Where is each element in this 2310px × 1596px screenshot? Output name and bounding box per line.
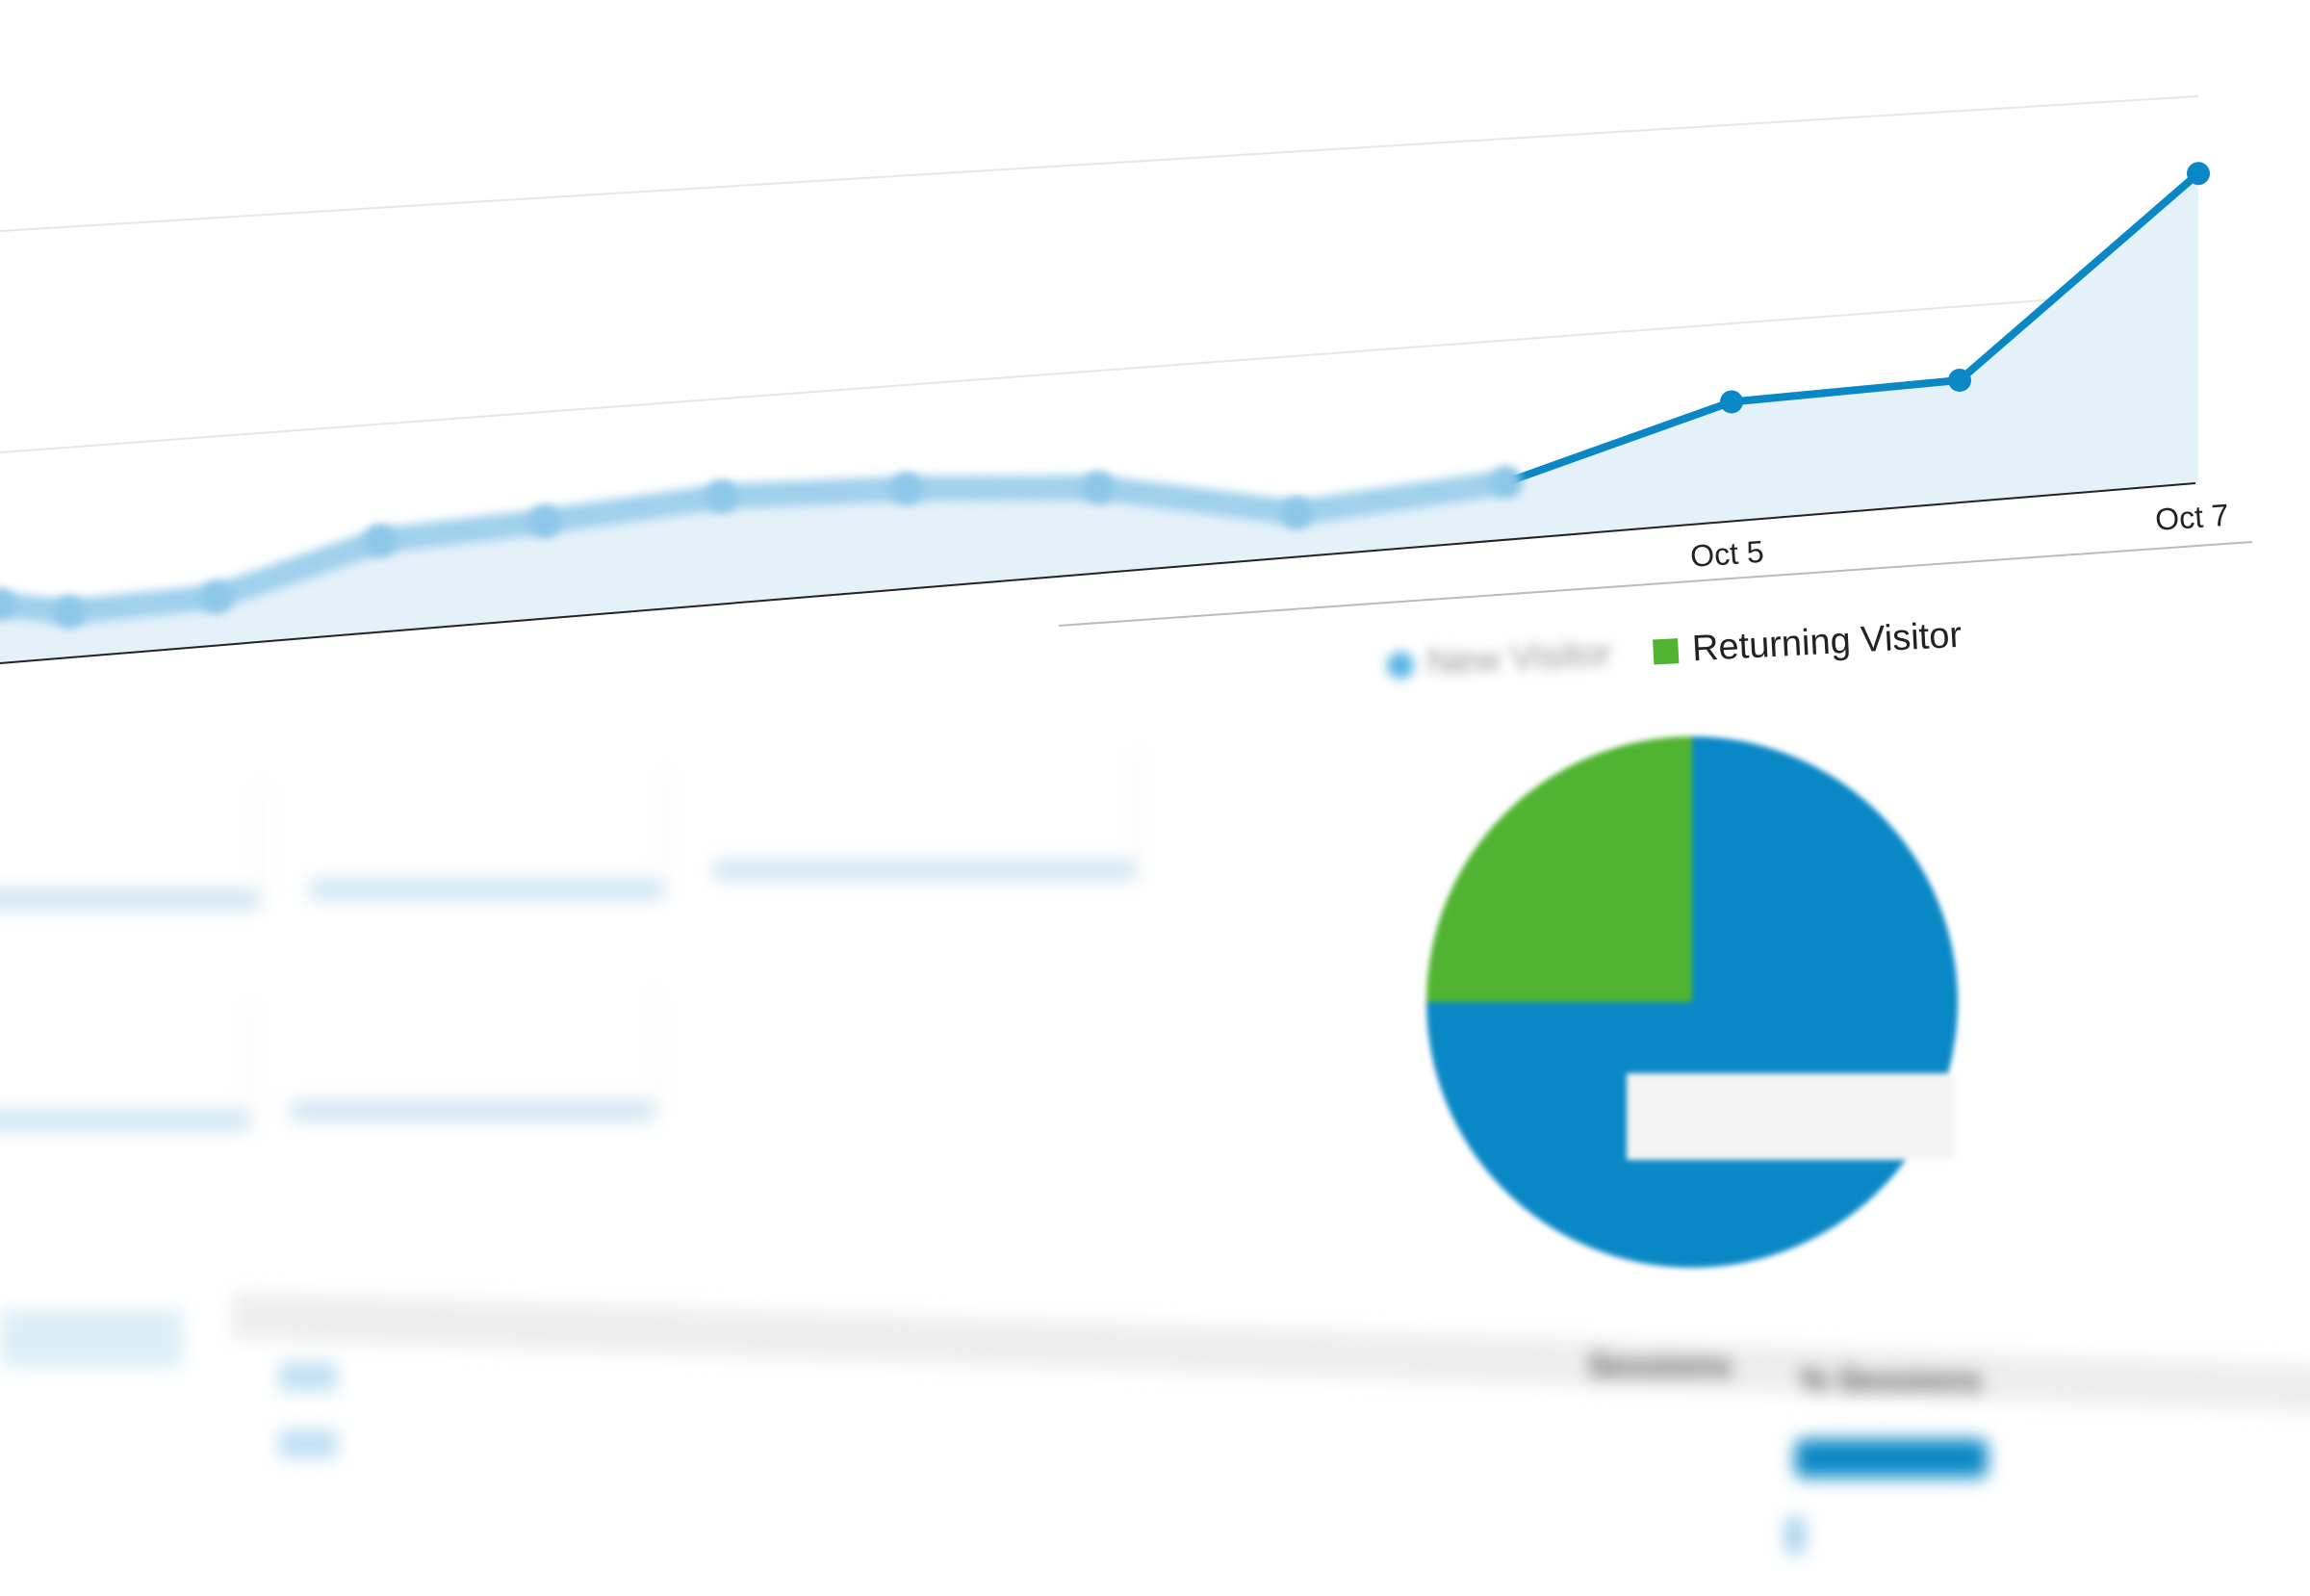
line-segment: [1956, 169, 2202, 384]
line-segment: [1284, 469, 1519, 526]
data-point[interactable]: [0, 588, 15, 620]
gridline: [0, 95, 2199, 232]
gridline: [0, 288, 2199, 453]
table-row-link[interactable]: [279, 1362, 337, 1391]
data-point[interactable]: [1948, 368, 1971, 392]
column-header-pct-sessions[interactable]: % Sessions: [1800, 1362, 1982, 1399]
line-segment: [532, 483, 734, 534]
line-segment: [1086, 475, 1309, 526]
x-axis-shadow: [1058, 541, 2253, 627]
data-point[interactable]: [1281, 497, 1312, 528]
line-segment: [709, 476, 919, 509]
data-point[interactable]: [54, 596, 85, 628]
line-segment: [894, 475, 1111, 502]
x-tick-label-oct7: Oct 7: [2154, 497, 2230, 537]
table-header-row: [230, 1291, 2310, 1414]
metric-card: [712, 751, 1139, 881]
sessions-share-bar: [1795, 1439, 1988, 1478]
line-segment: [1502, 398, 1735, 486]
column-header-sessions[interactable]: Sessions: [1588, 1348, 1732, 1384]
data-point[interactable]: [529, 505, 560, 537]
data-point[interactable]: [1720, 390, 1743, 414]
data-point[interactable]: [891, 473, 922, 504]
metric-card: [289, 991, 657, 1121]
metric-card: [308, 770, 667, 900]
x-tick-label-oct5: Oct 5: [1689, 533, 1765, 574]
legend-new-visitor-swatch: [1386, 651, 1415, 680]
table-search-box[interactable]: [0, 1309, 183, 1367]
line-segment: [368, 508, 557, 553]
sessions-share-bar: [1785, 1516, 1805, 1555]
data-table: Sessions % Sessions: [0, 1271, 2310, 1596]
line-segment: [1728, 375, 1964, 406]
visitor-pie-chart: [1426, 736, 1958, 1268]
metric-card: [0, 780, 263, 910]
legend-returning-visitor-swatch: [1653, 637, 1680, 664]
chart-gridlines: [0, 95, 2199, 453]
data-point[interactable]: [1083, 472, 1114, 503]
chart-area-fill: [0, 173, 2198, 663]
x-axis: [0, 482, 2196, 664]
pie-tooltip: [1627, 1073, 1954, 1160]
table-row-link[interactable]: [279, 1429, 337, 1458]
metric-card: [0, 1001, 253, 1131]
line-segment: [57, 584, 229, 625]
data-point[interactable]: [1491, 466, 1522, 498]
pie-slice-returning-visitor[interactable]: [1426, 736, 1692, 1002]
data-point[interactable]: [706, 480, 737, 512]
data-point[interactable]: [2187, 162, 2210, 186]
line-segment: [204, 528, 393, 610]
data-point[interactable]: [201, 581, 232, 613]
data-point[interactable]: [365, 525, 396, 556]
